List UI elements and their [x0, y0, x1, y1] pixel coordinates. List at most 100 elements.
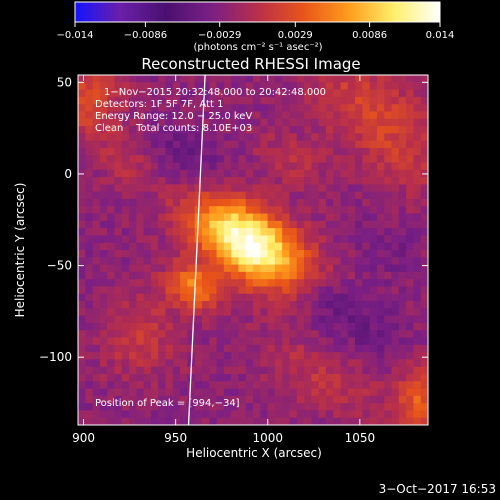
heatmap-cell [201, 111, 210, 120]
heatmap-cell [223, 373, 232, 382]
heatmap-cell [391, 118, 400, 127]
heatmap-cell [384, 359, 392, 368]
heatmap-cell [406, 337, 414, 346]
heatmap-cell [376, 235, 385, 244]
heatmap-cell [107, 403, 115, 411]
heatmap-cell [107, 388, 115, 397]
heatmap-cell [136, 257, 145, 265]
heatmap-cell [201, 271, 210, 280]
heatmap-cell [318, 111, 327, 120]
heatmap-cell [340, 308, 349, 317]
heatmap-cell [267, 257, 276, 265]
heatmap-cell [347, 344, 356, 353]
heatmap-cell [143, 250, 152, 258]
heatmap-cell [296, 315, 305, 324]
heatmap-cell [304, 206, 312, 214]
heatmap-cell [129, 308, 137, 317]
heatmap-cell [311, 330, 320, 338]
heatmap-cell [172, 228, 181, 236]
heatmap-cell [318, 89, 327, 98]
x-axis-label: Heliocentric X (arcsec) [186, 446, 322, 460]
heatmap-cell [384, 191, 392, 200]
heatmap-cell [376, 82, 385, 90]
heatmap-cell [78, 198, 86, 207]
heatmap-cell [267, 250, 276, 258]
heatmap-cell [85, 118, 93, 127]
heatmap-cell [223, 169, 232, 178]
heatmap-cell [384, 220, 392, 229]
heatmap-cell [136, 395, 145, 404]
heatmap-cell [253, 111, 261, 120]
heatmap-cell [311, 133, 320, 142]
heatmap-cell [340, 111, 349, 120]
heatmap-cell [260, 184, 268, 193]
heatmap-cell [165, 191, 174, 200]
heatmap-cell [282, 206, 290, 214]
heatmap-cell [289, 373, 298, 382]
heatmap-cell [384, 228, 392, 236]
heatmap-cell [376, 359, 385, 368]
heatmap-cell [245, 286, 254, 295]
heatmap-cell [274, 206, 283, 214]
heatmap-cell [121, 147, 130, 156]
heatmap-cell [165, 271, 174, 280]
heatmap-cell [340, 337, 349, 346]
heatmap-cell [267, 213, 276, 222]
heatmap-cell [180, 344, 188, 353]
heatmap-cell [413, 366, 422, 375]
heatmap-cell [398, 257, 407, 265]
heatmap-cell [391, 344, 400, 353]
heatmap-cell [85, 191, 93, 200]
heatmap-cell [165, 301, 174, 309]
heatmap-cell [413, 286, 422, 295]
heatmap-cell [384, 403, 392, 411]
heatmap-cell [420, 82, 428, 90]
heatmap-cell [223, 162, 232, 171]
footer-date: 3−Oct−2017 16:53 [379, 482, 496, 496]
heatmap-cell [282, 388, 290, 397]
heatmap-cell [333, 89, 341, 98]
heatmap-cell [304, 395, 312, 404]
heatmap-cell [114, 359, 123, 368]
heatmap-cell [376, 388, 385, 397]
heatmap-cell [398, 337, 407, 346]
heatmap-cell [99, 286, 108, 295]
heatmap-cell [340, 403, 349, 411]
heatmap-cell [172, 403, 181, 411]
heatmap-cell [325, 337, 334, 346]
heatmap-cell [136, 89, 145, 98]
heatmap-cell [304, 198, 312, 207]
heatmap-cell [78, 228, 86, 236]
heatmap-cell [201, 352, 210, 360]
heatmap-cell [398, 184, 407, 193]
heatmap-cell [274, 155, 283, 163]
heatmap-cell [143, 155, 152, 163]
heatmap-cell [107, 410, 115, 419]
heatmap-cell [223, 395, 232, 404]
heatmap-cell [78, 89, 86, 98]
heatmap-cell [172, 89, 181, 98]
heatmap-cell [274, 242, 283, 251]
heatmap-cell [165, 118, 174, 127]
heatmap-cell [420, 242, 428, 251]
heatmap-cell [238, 242, 247, 251]
heatmap-cell [398, 191, 407, 200]
heatmap-cell [78, 359, 86, 368]
heatmap-cell [260, 344, 268, 353]
heatmap-cell [289, 198, 298, 207]
heatmap-cell [92, 293, 101, 302]
heatmap-cell [355, 147, 363, 156]
heatmap-cell [209, 257, 217, 265]
heatmap-cell [289, 271, 298, 280]
heatmap-cell [420, 308, 428, 317]
heatmap-cell [238, 271, 247, 280]
heatmap-cell [376, 242, 385, 251]
heatmap-cell [398, 220, 407, 229]
heatmap-cell [121, 126, 130, 134]
heatmap-cell [282, 344, 290, 353]
heatmap-cell [78, 403, 86, 411]
heatmap-cell [391, 257, 400, 265]
heatmap-cell [223, 140, 232, 149]
heatmap-cell [223, 184, 232, 193]
heatmap-cell [325, 169, 334, 178]
